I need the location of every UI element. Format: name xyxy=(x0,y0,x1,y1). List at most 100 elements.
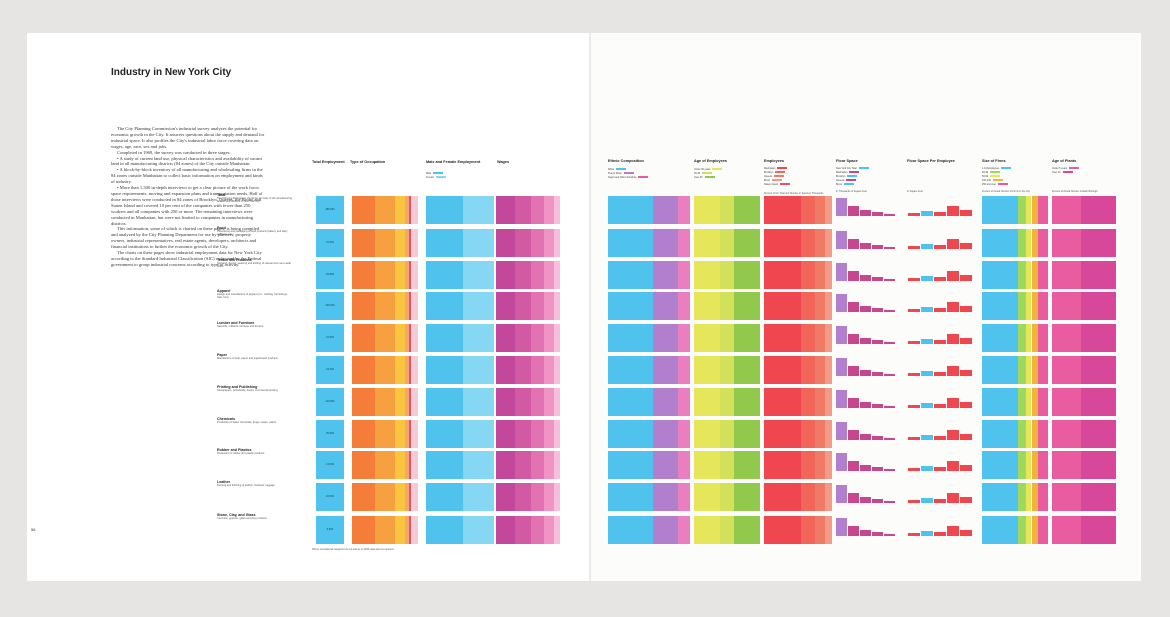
bar-segment xyxy=(608,292,654,320)
bar-segment xyxy=(608,516,654,544)
industry-label: Apparel Design and manufacture of apparel… xyxy=(217,289,293,299)
bar-segment xyxy=(1018,229,1027,257)
bar-segment xyxy=(815,196,826,224)
bar-segment xyxy=(801,261,815,289)
header-size-of-firms: Size of Firms xyxy=(982,159,1006,163)
bar-segment xyxy=(531,420,544,448)
bar-segment xyxy=(1052,388,1081,416)
floor-per-bar xyxy=(947,206,959,216)
bar-segment xyxy=(653,483,678,511)
bar-segment xyxy=(1031,388,1039,416)
bar-segment xyxy=(815,388,826,416)
bar-segment xyxy=(1026,420,1032,448)
bar-segment xyxy=(553,516,560,544)
bar-segment xyxy=(982,516,1019,544)
bar-segment xyxy=(426,388,464,416)
firm-size-bars xyxy=(982,356,1048,384)
intro-paragraph: Completed in 1969, the survey was conduc… xyxy=(117,149,231,155)
employee-bars xyxy=(764,451,832,479)
bar-segment xyxy=(553,196,560,224)
bar-segment xyxy=(1031,292,1039,320)
floor-per-bar xyxy=(934,404,946,408)
floor-space-bar xyxy=(836,231,847,249)
bar-segment xyxy=(553,292,560,320)
age-bars xyxy=(694,261,760,289)
bar-segment xyxy=(515,483,532,511)
bar-segment xyxy=(815,516,826,544)
floor-per-bar xyxy=(947,302,959,312)
ethnic-bars xyxy=(608,196,690,224)
bar-segment xyxy=(764,261,802,289)
bar-segment xyxy=(1080,356,1116,384)
floor-per-bar xyxy=(960,243,972,249)
bar-segment xyxy=(1052,483,1081,511)
bar-segment xyxy=(1080,196,1116,224)
bar-segment xyxy=(375,292,395,320)
legend-swatch xyxy=(849,171,860,174)
bar-segment xyxy=(463,516,494,544)
floor-per-bar xyxy=(947,366,959,376)
intro-text: The City Planning Commission's industria… xyxy=(111,126,265,268)
bar-segment xyxy=(1052,356,1081,384)
bar-segment xyxy=(801,483,815,511)
floor-space-bar xyxy=(884,342,895,344)
floor-space-bar xyxy=(884,469,895,471)
bar-segment xyxy=(801,292,815,320)
legend-swatch xyxy=(704,176,715,179)
gender-bars xyxy=(426,420,494,448)
bar-segment xyxy=(764,388,802,416)
bar-segment xyxy=(394,229,405,257)
bar-segment xyxy=(1026,356,1032,384)
floor-per-bar xyxy=(960,402,972,408)
bar-segment xyxy=(1052,261,1081,289)
bar-segment xyxy=(394,483,405,511)
bar-segment xyxy=(1038,388,1048,416)
floor-space-bar xyxy=(848,302,859,312)
floor-per-bar xyxy=(921,531,933,536)
bar-segment xyxy=(404,483,409,511)
legend-age: Under 30 years xyxy=(694,168,723,171)
bar-segment xyxy=(411,324,418,352)
bar-segment xyxy=(733,324,760,352)
bar-segment xyxy=(352,292,376,320)
bar-segment xyxy=(352,229,376,257)
gender-bars xyxy=(426,388,494,416)
legend-swatch xyxy=(992,179,1003,182)
header-total-employment: Total Employment xyxy=(312,160,345,164)
total-employment-cell: 26,800 xyxy=(316,261,344,289)
total-employment-cell: 110,800 xyxy=(316,388,344,416)
bar-segment xyxy=(531,516,544,544)
legend-swatch xyxy=(435,176,446,179)
bar-segment xyxy=(1052,420,1081,448)
legend-swatch xyxy=(997,183,1008,186)
floor-per-bar xyxy=(960,530,972,536)
bar-segment xyxy=(1018,420,1027,448)
bar-segment xyxy=(404,196,409,224)
legend-swatch xyxy=(1069,167,1080,170)
bar-segment xyxy=(1026,516,1032,544)
bar-segment xyxy=(411,483,418,511)
bar-segment xyxy=(394,451,405,479)
bar-segment xyxy=(801,324,815,352)
bar-segment xyxy=(426,324,464,352)
bar-segment xyxy=(411,420,418,448)
bar-segment xyxy=(463,324,494,352)
legend-ethnic: Negro and Other Nonwhite xyxy=(608,176,649,179)
bar-segment xyxy=(404,388,409,416)
bar-segment xyxy=(531,356,544,384)
industry-description: Processing and packaging of food product… xyxy=(217,230,288,236)
ethnic-bars xyxy=(608,388,690,416)
plant-age-bars xyxy=(1052,196,1116,224)
bar-segment xyxy=(1038,483,1048,511)
age-bars xyxy=(694,324,760,352)
bar-segment xyxy=(1080,292,1116,320)
firm-size-bars xyxy=(982,420,1048,448)
occupation-bars xyxy=(352,292,418,320)
bar-segment xyxy=(1026,292,1032,320)
gender-bars xyxy=(426,196,494,224)
bar-segment xyxy=(733,516,760,544)
bar-segment xyxy=(404,356,409,384)
industry-name: Textile Mill Products xyxy=(217,258,252,262)
bar-segment xyxy=(544,196,554,224)
bar-segment xyxy=(1038,196,1048,224)
